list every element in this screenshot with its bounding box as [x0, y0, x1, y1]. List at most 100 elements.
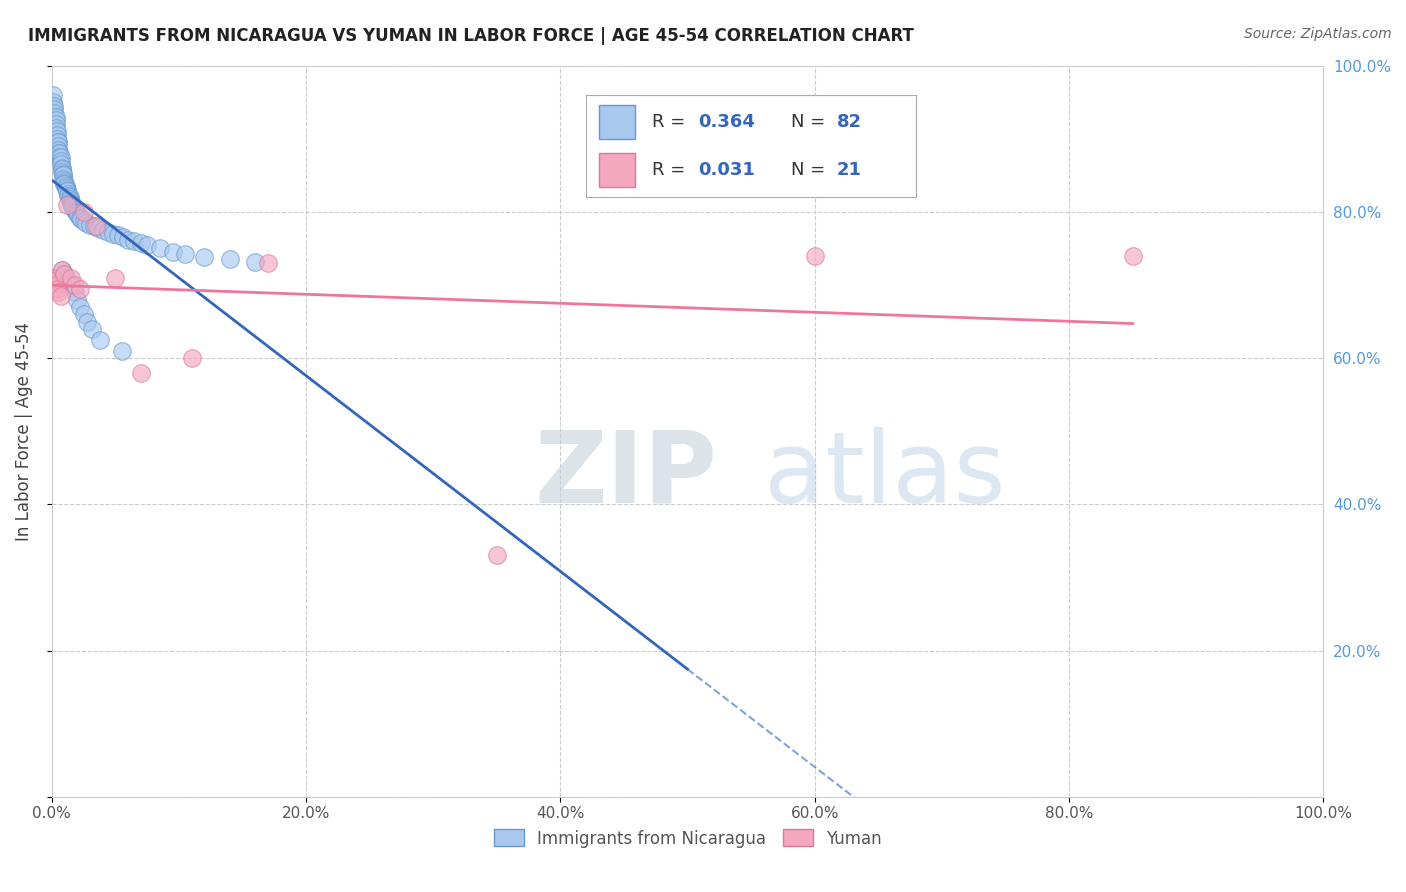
Point: [59, 194, 82, 208]
Point: [79, 218, 101, 232]
Point: [58, 188, 80, 202]
Point: [49, 157, 72, 171]
Point: [46, 139, 69, 153]
Point: [245, 254, 267, 268]
Point: [193, 250, 215, 264]
Point: [89, 333, 111, 347]
Point: [60, 199, 83, 213]
Point: [117, 233, 139, 247]
Point: [66, 206, 89, 220]
Point: [51, 164, 73, 178]
Point: [136, 237, 159, 252]
Point: [149, 241, 172, 255]
Point: [45, 110, 67, 124]
Point: [56, 185, 79, 199]
Point: [180, 351, 202, 365]
Point: [45, 132, 67, 146]
Point: [48, 146, 70, 161]
Point: [72, 204, 94, 219]
Point: [45, 277, 67, 292]
Point: [70, 212, 93, 227]
Point: [69, 300, 91, 314]
Point: [63, 203, 86, 218]
Point: [129, 366, 152, 380]
Point: [46, 143, 69, 157]
Point: [69, 211, 91, 225]
Point: [65, 204, 87, 219]
Point: [58, 186, 80, 201]
Point: [44, 106, 66, 120]
Point: [53, 174, 76, 188]
Point: [129, 235, 152, 250]
Point: [49, 150, 72, 164]
Point: [218, 252, 240, 267]
Point: [45, 282, 67, 296]
Point: [55, 179, 77, 194]
Point: [104, 270, 127, 285]
Point: [82, 322, 104, 336]
Point: [60, 197, 83, 211]
Point: [46, 285, 69, 300]
Point: [49, 153, 72, 168]
Point: [53, 177, 76, 191]
Text: Source: ZipAtlas.com: Source: ZipAtlas.com: [1244, 27, 1392, 41]
Point: [58, 190, 80, 204]
Point: [55, 181, 77, 195]
Point: [86, 221, 108, 235]
Point: [1122, 249, 1144, 263]
Point: [62, 201, 84, 215]
Point: [44, 103, 66, 117]
Point: [174, 247, 197, 261]
Point: [49, 289, 72, 303]
Point: [45, 117, 67, 131]
Point: [63, 285, 86, 300]
Point: [53, 176, 76, 190]
Point: [97, 225, 120, 239]
Point: [101, 227, 124, 241]
Point: [42, 270, 65, 285]
Point: [72, 307, 94, 321]
Point: [67, 209, 90, 223]
Point: [59, 196, 82, 211]
Point: [51, 162, 73, 177]
Point: [91, 223, 114, 237]
Point: [46, 136, 69, 150]
Point: [66, 293, 89, 307]
Point: [107, 228, 129, 243]
Point: [59, 270, 82, 285]
Point: [58, 192, 80, 206]
Point: [162, 245, 184, 260]
Point: [111, 343, 134, 358]
Point: [53, 267, 76, 281]
Point: [52, 172, 75, 186]
Point: [46, 136, 69, 150]
Point: [56, 270, 79, 285]
Point: [69, 282, 91, 296]
Point: [42, 95, 65, 110]
Point: [72, 213, 94, 227]
Point: [53, 267, 76, 281]
Point: [48, 150, 70, 164]
Point: [51, 161, 73, 175]
Point: [59, 277, 82, 292]
Point: [45, 120, 67, 135]
Point: [52, 167, 75, 181]
Point: [63, 277, 86, 292]
Point: [111, 230, 134, 244]
Point: [45, 113, 67, 128]
Point: [44, 99, 66, 113]
Point: [84, 219, 107, 234]
Point: [51, 263, 73, 277]
Point: [45, 124, 67, 138]
Text: ZIP: ZIP: [534, 426, 718, 524]
Point: [124, 234, 146, 248]
Point: [56, 183, 79, 197]
Text: atlas: atlas: [763, 426, 1005, 524]
Point: [76, 314, 98, 328]
Point: [257, 256, 280, 270]
Point: [83, 219, 105, 234]
Point: [44, 274, 66, 288]
Y-axis label: In Labor Force | Age 45-54: In Labor Force | Age 45-54: [15, 322, 32, 541]
Point: [48, 146, 70, 161]
Point: [485, 549, 508, 563]
